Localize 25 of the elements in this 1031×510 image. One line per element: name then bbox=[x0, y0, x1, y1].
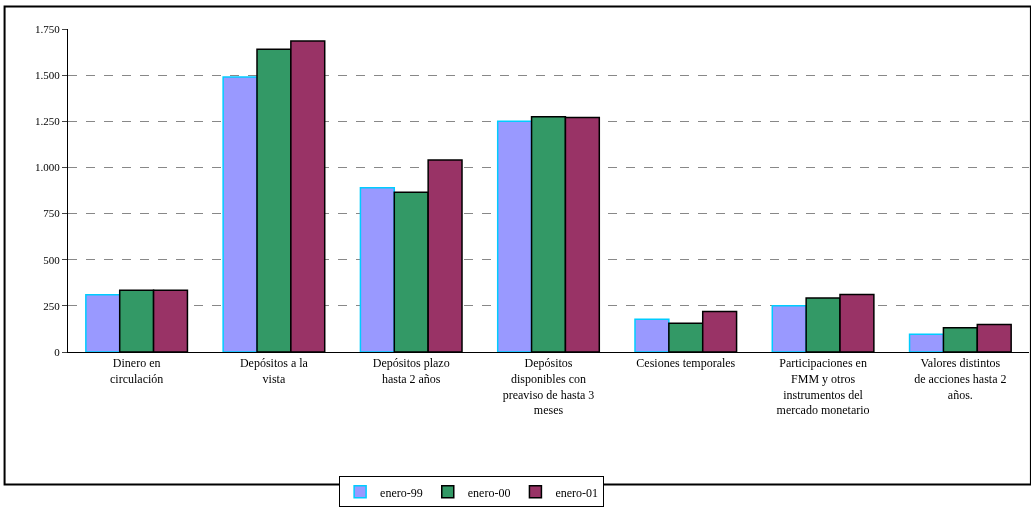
y-tick-label: 1.250 bbox=[35, 115, 61, 128]
x-tick-label: Dinero en circulación bbox=[109, 356, 164, 386]
bar bbox=[359, 186, 396, 352]
legend-label: enero-01 bbox=[555, 485, 599, 500]
y-tick-label: 1.500 bbox=[35, 68, 61, 81]
bar bbox=[222, 76, 258, 352]
bar bbox=[771, 305, 807, 352]
y-tick-label: 1.750 bbox=[35, 22, 61, 35]
legend-label: enero-00 bbox=[467, 485, 511, 500]
bar bbox=[634, 318, 670, 352]
bar bbox=[85, 294, 121, 352]
x-tick-label: Depósitos disponibles con preaviso de hasta 3 meses bbox=[502, 356, 595, 418]
bar bbox=[908, 333, 945, 352]
x-tick-label: Depósitos plazo hasta 2 años bbox=[372, 356, 450, 386]
y-tick-label: 500 bbox=[43, 253, 61, 266]
x-tick-label: Valores distintos de acciones hasta 2 años. bbox=[914, 356, 1007, 402]
y-tick-label: 250 bbox=[43, 299, 61, 312]
legend-label: enero-99 bbox=[380, 485, 423, 500]
y-tick-label: 750 bbox=[43, 207, 61, 220]
x-tick-label: Cesiones temporales bbox=[636, 356, 736, 371]
x-tick-label: Participaciones en FMM y otros instrumentos del mercado monetario bbox=[776, 356, 870, 418]
bar bbox=[496, 120, 533, 352]
x-tick-label: Depósitos a la vista bbox=[239, 356, 309, 386]
y-tick-label: 0 bbox=[54, 345, 61, 358]
y-tick-label: 1.000 bbox=[35, 161, 61, 174]
